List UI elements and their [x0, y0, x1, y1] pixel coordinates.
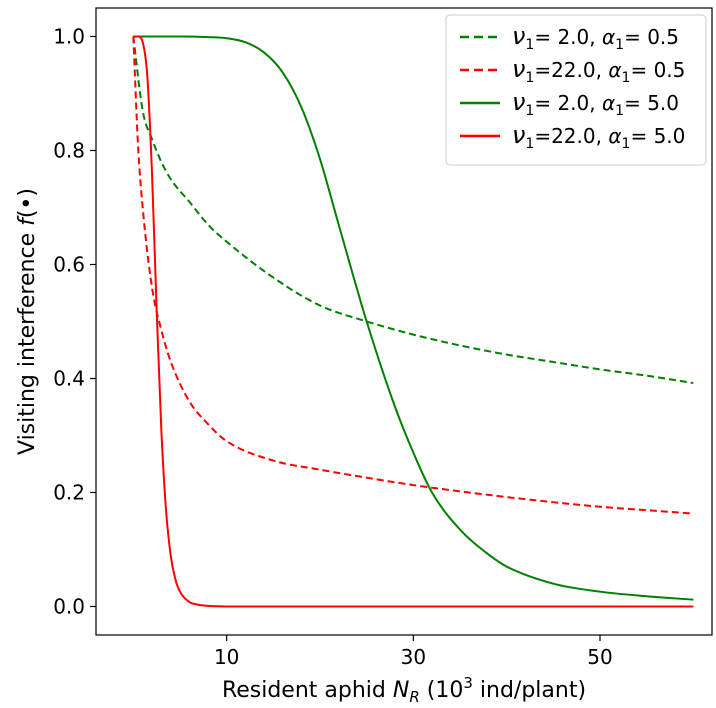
y-tick-label: 0.4 — [53, 367, 85, 391]
legend-label: ν1=22.0, α1= 5.0 — [512, 121, 685, 152]
series-line-1 — [132, 36, 694, 385]
series-line-3 — [133, 35, 694, 601]
x-axis-label: Resident aphid NR (103 ind/plant) — [222, 674, 586, 706]
y-axis: 0.0 0.2 0.4 0.6 0.8 1.0 — [53, 25, 96, 619]
plot-frame — [95, 7, 713, 636]
series-line-4 — [133, 35, 694, 608]
legend: ν1= 2.0, α1= 0.5ν1=22.0, α1= 0.5ν1= 2.0,… — [445, 14, 707, 166]
series-line-2 — [132, 36, 694, 515]
y-tick-label: 0.8 — [53, 139, 85, 163]
y-axis-label-part: Visiting interference — [15, 226, 40, 455]
y-tick-label: 1.0 — [53, 25, 85, 49]
legend-label: ν1= 2.0, α1= 5.0 — [512, 88, 679, 119]
x-axis-label-part: Resident aphid — [222, 678, 393, 703]
y-axis-label: Visiting interference f(•) — [15, 188, 40, 455]
x-tick-label: 30 — [401, 645, 426, 669]
x-tick-label: 10 — [214, 645, 239, 669]
x-axis-label-part: ind/plant) — [473, 678, 586, 703]
x-tick-label: 50 — [587, 645, 612, 669]
y-axis-label-part: (•) — [15, 188, 40, 218]
y-tick-label: 0.2 — [53, 481, 85, 505]
series-lines — [132, 35, 694, 608]
y-tick-label: 0.6 — [53, 253, 85, 277]
legend-box — [445, 14, 707, 166]
x-axis: 10 30 50 — [214, 635, 613, 669]
y-axis-label-part: f — [15, 215, 40, 226]
legend-label: ν1=22.0, α1= 0.5 — [512, 55, 685, 86]
x-axis-label-part: R — [409, 688, 419, 706]
x-axis-label-part: (10 — [420, 678, 464, 703]
x-axis-label-part: N — [393, 678, 409, 703]
x-axis-label-part: 3 — [463, 674, 473, 692]
legend-label: ν1= 2.0, α1= 0.5 — [512, 22, 679, 53]
y-tick-label: 0.0 — [53, 595, 85, 619]
